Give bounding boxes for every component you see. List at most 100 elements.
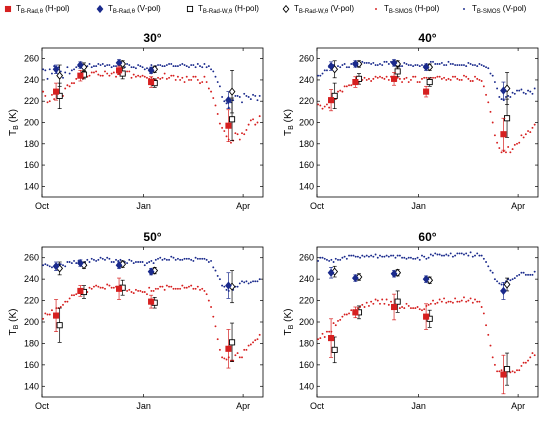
legend-symbol: T	[384, 4, 389, 13]
smos-h-point	[343, 85, 346, 88]
smos-v-point	[115, 258, 117, 261]
smos-v-point	[476, 65, 479, 68]
smos-v-point	[119, 258, 122, 261]
smos-h-point	[516, 369, 518, 372]
smos-v-point	[66, 66, 69, 69]
smos-h-point	[170, 285, 173, 288]
smos-h-point	[374, 75, 377, 78]
y-tick-label: 240	[299, 274, 314, 284]
smos-h-point	[183, 81, 186, 84]
smos-h-point	[110, 286, 113, 289]
smos-v-point	[463, 64, 465, 66]
smos-v-point	[434, 252, 437, 255]
smos-v-point	[168, 258, 171, 261]
smos-v-point	[401, 65, 404, 68]
radw-v-marker	[228, 87, 236, 96]
x-tick-label: Apr	[236, 201, 250, 211]
rad-v-marker	[351, 273, 359, 283]
smos-h-point	[154, 287, 157, 290]
smos-h-point	[485, 93, 488, 96]
smos-h-point	[75, 293, 78, 296]
smos-v-point	[214, 75, 217, 78]
smos-v-point	[249, 98, 252, 101]
smos-v-point	[92, 258, 95, 261]
smos-h-point	[207, 87, 210, 90]
smos-h-point	[163, 288, 166, 291]
smos-v-point	[203, 257, 206, 260]
smos-h-point	[396, 76, 399, 79]
radw-h-marker	[394, 68, 401, 75]
smos-v-point	[230, 101, 232, 104]
smos-v-point	[513, 92, 516, 95]
smos-h-point	[522, 136, 525, 139]
smos-v-point	[365, 61, 368, 64]
rad-h-marker	[352, 79, 359, 86]
smos-h-point	[223, 357, 226, 360]
smos-v-point	[482, 65, 485, 68]
smos-h-point	[214, 104, 217, 107]
smos-h-point	[520, 134, 523, 137]
smos-h-point	[172, 74, 175, 77]
rad-v-marker	[422, 275, 430, 284]
smos-v-point	[44, 263, 47, 266]
smos-h-point	[179, 78, 182, 81]
smos-v-point	[374, 64, 377, 66]
smos-v-point	[159, 256, 162, 259]
smos-h-point	[361, 303, 364, 306]
rad-v-marker	[52, 262, 60, 271]
smos-v-point	[491, 74, 494, 77]
rad-h-marker	[116, 67, 123, 74]
smos-v-point	[212, 266, 215, 269]
smos-h-point	[205, 81, 208, 84]
smos-v-point	[194, 256, 197, 259]
smos-h-point	[216, 338, 219, 341]
smos-v-point	[451, 255, 454, 258]
smos-h-point	[379, 302, 381, 305]
smos-v-point	[440, 254, 443, 257]
smos-v-point	[487, 265, 490, 268]
smos-h-point	[445, 78, 448, 81]
x-tick-label: Jan	[136, 401, 151, 411]
smos-h-point	[252, 118, 255, 121]
smos-h-point	[356, 307, 359, 310]
smos-h-point	[238, 138, 241, 141]
smos-h-point	[447, 300, 450, 303]
smos-h-point	[403, 307, 406, 310]
smos-h-point	[522, 361, 525, 364]
smos-v-point	[154, 258, 157, 261]
smos-v-point	[513, 277, 516, 280]
smos-v-point	[218, 278, 221, 281]
smos-v-point	[221, 284, 224, 287]
smos-h-point	[48, 100, 51, 103]
smos-h-point	[70, 294, 73, 297]
legend-marker	[463, 7, 465, 10]
smos-v-point	[92, 65, 95, 68]
smos-v-point	[496, 280, 499, 283]
smos-h-point	[443, 297, 446, 300]
smos-h-point	[427, 303, 430, 306]
smos-h-point	[196, 78, 199, 81]
smos-v-point	[108, 64, 111, 66]
smos-h-point	[317, 103, 320, 106]
smos-v-point	[66, 261, 69, 263]
smos-v-point	[507, 94, 510, 97]
legend-symbol: T	[16, 4, 21, 13]
smos-h-point	[234, 354, 237, 357]
panel-title: 60°	[418, 230, 436, 244]
smos-v-point	[319, 256, 322, 259]
smos-h-point	[438, 75, 441, 78]
smos-h-point	[476, 77, 479, 80]
y-axis-label: TB (K)	[8, 109, 20, 136]
smos-h-point	[436, 75, 439, 78]
smos-v-point	[99, 256, 102, 259]
smos-v-point	[352, 254, 355, 257]
smos-v-point	[354, 255, 357, 258]
smos-h-point	[458, 300, 461, 303]
rad-v-marker	[115, 261, 123, 270]
y-tick-label: 200	[24, 317, 39, 327]
rad-v-marker	[500, 86, 507, 95]
smos-v-point	[465, 65, 468, 68]
rad-h-marker	[328, 97, 335, 104]
smos-v-point	[134, 67, 137, 70]
smos-v-point	[146, 67, 148, 70]
